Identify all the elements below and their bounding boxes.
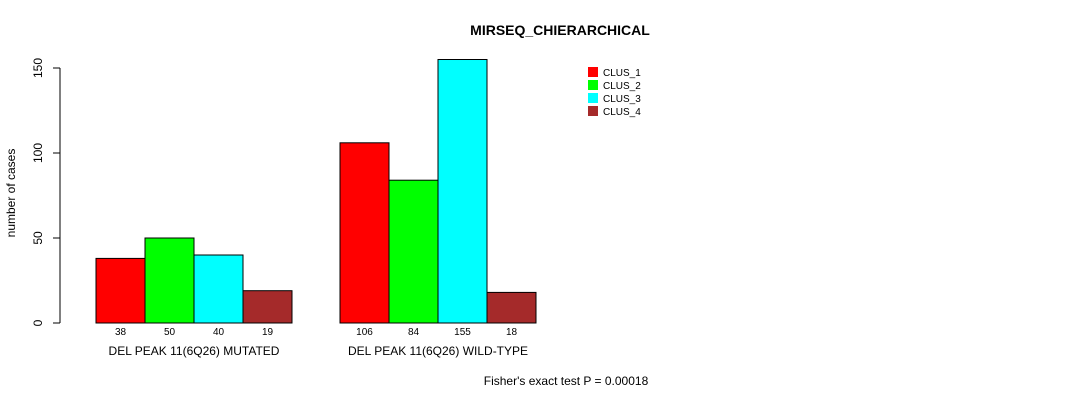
bars [95,59,537,324]
bar-value-label: 18 [506,327,518,338]
y-tick-label: 0 [31,319,45,326]
fisher-test-footnote: Fisher's exact test P = 0.00018 [484,374,649,388]
legend-swatch-clus-4 [588,106,598,116]
bar-value-label: 38 [115,327,127,338]
bar-clus-2-group-2 [388,179,439,324]
y-axis-label: number of cases [4,149,18,238]
legend-swatch-clus-2 [588,80,598,90]
legend-label-clus-1: CLUS_1 [603,68,641,79]
bar-clus-3-group-1 [193,254,244,324]
chart-title: MIRSEQ_CHIERARCHICAL [470,22,650,38]
bar-value-label: 19 [262,327,274,338]
legend: CLUS_1 CLUS_2 CLUS_3 CLUS_4 [588,67,641,118]
bar-clus-3-group-2 [437,59,488,324]
y-tick-label: 100 [31,143,45,163]
bar-clus-1-group-1 [95,257,146,324]
y-tick-label: 150 [31,58,45,78]
bar-value-label: 84 [408,327,420,338]
group-label-wild-type: DEL PEAK 11(6Q26) WILD-TYPE [348,344,528,358]
bar-value-label: 106 [356,327,373,338]
legend-label-clus-2: CLUS_2 [603,81,641,92]
group-label-mutated: DEL PEAK 11(6Q26) MUTATED [109,344,280,358]
legend-swatch-clus-1 [588,67,598,77]
legend-swatch-clus-3 [588,93,598,103]
bar-clus-1-group-2 [339,142,390,324]
bar-value-label: 40 [213,327,225,338]
bar-clus-4-group-1 [242,290,293,324]
bar-value-label: 50 [164,327,176,338]
y-tick-label: 50 [31,231,45,245]
bar-clus-4-group-2 [486,291,537,324]
bar-clus-2-group-1 [144,237,195,324]
legend-label-clus-4: CLUS_4 [603,107,641,118]
legend-label-clus-3: CLUS_3 [603,94,641,105]
y-axis: 0 50 100 150 [31,58,61,326]
value-labels: 38 50 40 19 106 84 155 18 [115,327,518,338]
bar-value-label: 155 [454,327,471,338]
